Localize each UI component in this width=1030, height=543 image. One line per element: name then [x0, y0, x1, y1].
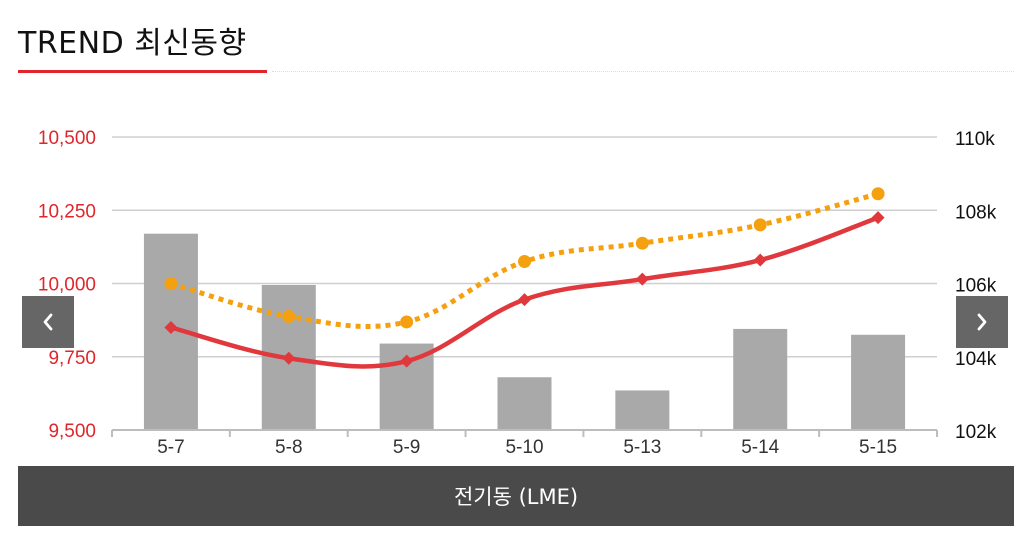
prev-button[interactable]: [22, 296, 74, 348]
series-point-diamond: [635, 272, 649, 286]
series-point-diamond: [871, 211, 885, 225]
bar: [851, 334, 906, 430]
bar: [733, 328, 788, 430]
next-button[interactable]: [956, 296, 1008, 348]
trend-chart: 9,500 102k 9,750 104k 10,000 106k 10,250 108k 10…: [38, 128, 997, 458]
bar: [615, 390, 670, 430]
right-axis-tick-label: 110k: [955, 129, 995, 150]
series-point-circle: [282, 309, 296, 323]
series-point-circle: [518, 255, 531, 269]
right-axis-tick-label: 106k: [955, 276, 997, 297]
series-point-circle: [400, 315, 414, 329]
series-point-circle: [871, 187, 885, 201]
left-axis-tick-label: 10,250: [38, 201, 96, 222]
header-divider: [272, 71, 1014, 72]
series-point-circle: [164, 277, 178, 290]
page-title: TREND 최신동향: [18, 26, 247, 61]
series-point-diamond: [518, 293, 531, 307]
caption-bar: 전기동 (LME): [18, 466, 1014, 526]
x-axis-tick-label: 5-7: [157, 437, 184, 458]
caption-label: 전기동 (LME): [453, 485, 579, 509]
series-point-circle: [635, 236, 649, 250]
x-axis-tick-label: 5-14: [741, 437, 779, 458]
left-axis-tick-label: 10,000: [38, 275, 96, 296]
left-axis-tick-label: 10,500: [38, 128, 96, 149]
title-underline: [18, 70, 267, 73]
left-axis-tick-label: 9,750: [48, 348, 96, 369]
x-axis-tick-label: 5-15: [859, 437, 897, 458]
left-axis-tick-label: 9,500: [48, 421, 96, 442]
x-axis-tick-label: 5-13: [623, 437, 661, 458]
bar: [497, 377, 552, 430]
right-axis-tick-label: 108k: [955, 202, 997, 223]
x-axis-tick-label: 5-9: [393, 437, 420, 458]
series-point-diamond: [282, 351, 296, 365]
x-axis-tick-label: 5-10: [505, 437, 543, 458]
x-axis-tick-label: 5-8: [275, 437, 302, 458]
series-point-circle: [753, 218, 767, 232]
series-point-diamond: [753, 253, 767, 267]
chevron-right-icon: [977, 313, 987, 331]
series-point-diamond: [164, 320, 178, 334]
chevron-left-icon: [43, 313, 53, 331]
series-point-diamond: [400, 354, 414, 368]
right-axis-tick-label: 102k: [955, 422, 997, 443]
right-axis-tick-label: 104k: [955, 349, 997, 370]
chart-header: TREND 최신동향: [18, 18, 247, 62]
